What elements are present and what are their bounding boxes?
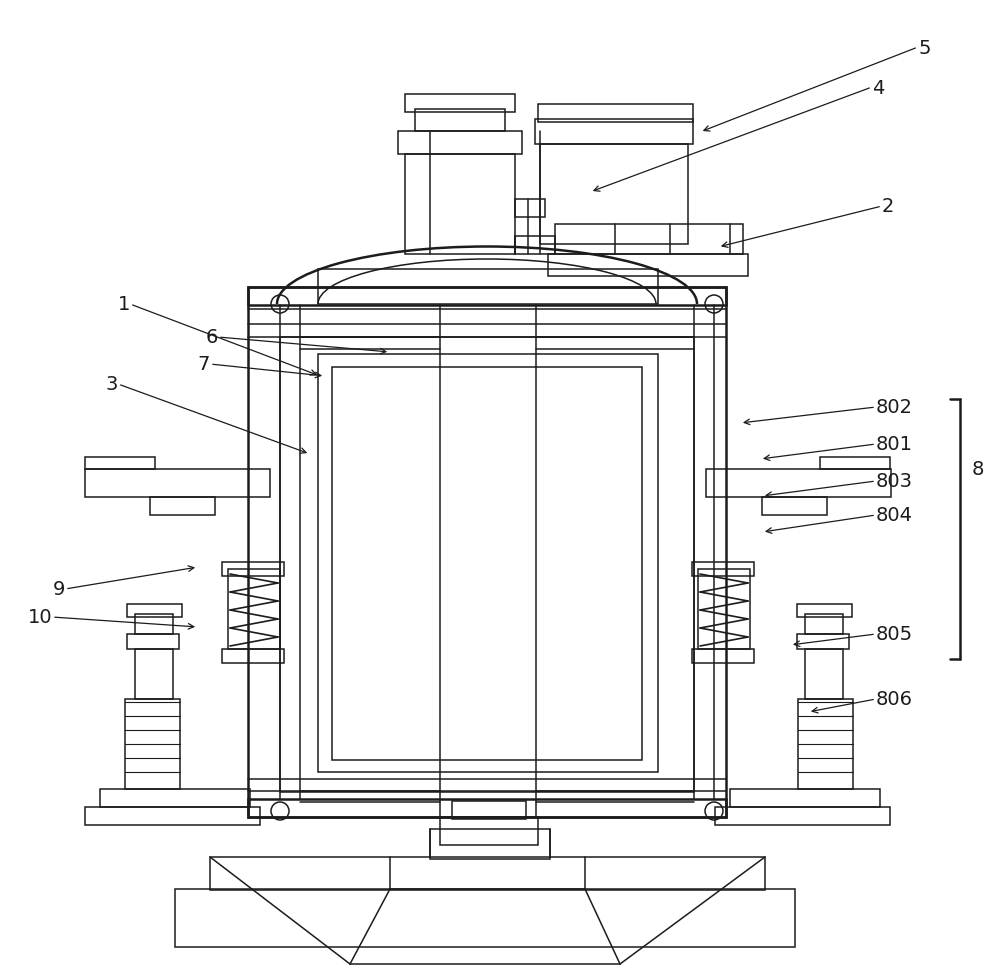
Text: 806: 806 xyxy=(876,689,913,709)
Bar xyxy=(125,699,180,789)
Text: 8: 8 xyxy=(972,460,984,479)
Bar xyxy=(222,649,284,663)
Bar xyxy=(538,105,693,123)
Bar xyxy=(692,562,754,576)
Bar xyxy=(318,270,658,305)
Bar xyxy=(100,789,250,807)
Bar xyxy=(85,458,155,469)
Bar xyxy=(248,288,726,818)
Text: 2: 2 xyxy=(882,198,894,216)
Bar xyxy=(415,110,505,132)
Bar xyxy=(332,368,642,760)
Bar xyxy=(135,649,173,699)
Bar xyxy=(280,337,694,792)
Text: 6: 6 xyxy=(206,329,218,347)
Bar xyxy=(222,562,284,576)
Text: 801: 801 xyxy=(876,435,913,454)
Bar xyxy=(398,132,522,155)
Bar xyxy=(797,604,852,617)
Bar xyxy=(797,635,849,649)
Bar xyxy=(762,498,827,515)
Bar xyxy=(555,225,743,254)
Text: 802: 802 xyxy=(876,398,913,417)
Text: 7: 7 xyxy=(198,355,210,375)
Bar xyxy=(805,614,843,635)
Bar xyxy=(515,237,555,254)
Text: 10: 10 xyxy=(27,608,52,627)
Bar xyxy=(85,469,270,498)
Bar xyxy=(535,120,693,145)
Bar xyxy=(405,155,515,254)
Bar xyxy=(706,469,891,498)
Text: 5: 5 xyxy=(918,38,930,58)
Bar xyxy=(540,145,688,244)
Bar xyxy=(798,699,853,789)
Text: 3: 3 xyxy=(106,376,118,394)
Bar xyxy=(150,498,215,515)
Text: 1: 1 xyxy=(118,295,130,314)
Bar xyxy=(820,458,890,469)
Bar xyxy=(210,857,765,890)
Bar xyxy=(548,254,748,277)
Bar xyxy=(730,789,880,807)
Bar xyxy=(248,799,726,818)
Bar xyxy=(805,649,843,699)
Bar xyxy=(430,829,550,859)
Text: 805: 805 xyxy=(876,625,913,644)
Bar xyxy=(175,889,795,947)
Bar xyxy=(248,288,726,306)
Bar xyxy=(318,355,658,773)
Bar xyxy=(692,649,754,663)
Bar xyxy=(440,818,538,845)
Bar xyxy=(127,635,179,649)
Bar xyxy=(228,569,280,649)
Bar xyxy=(127,604,182,617)
Bar xyxy=(715,807,890,825)
Text: 804: 804 xyxy=(876,506,913,525)
Text: 9: 9 xyxy=(53,580,65,599)
Text: 803: 803 xyxy=(876,472,913,491)
Bar xyxy=(698,569,750,649)
Bar xyxy=(452,801,526,820)
Bar xyxy=(85,807,260,825)
Text: 4: 4 xyxy=(872,78,884,98)
Bar xyxy=(405,95,515,112)
Bar xyxy=(515,200,545,218)
Bar xyxy=(135,614,173,635)
